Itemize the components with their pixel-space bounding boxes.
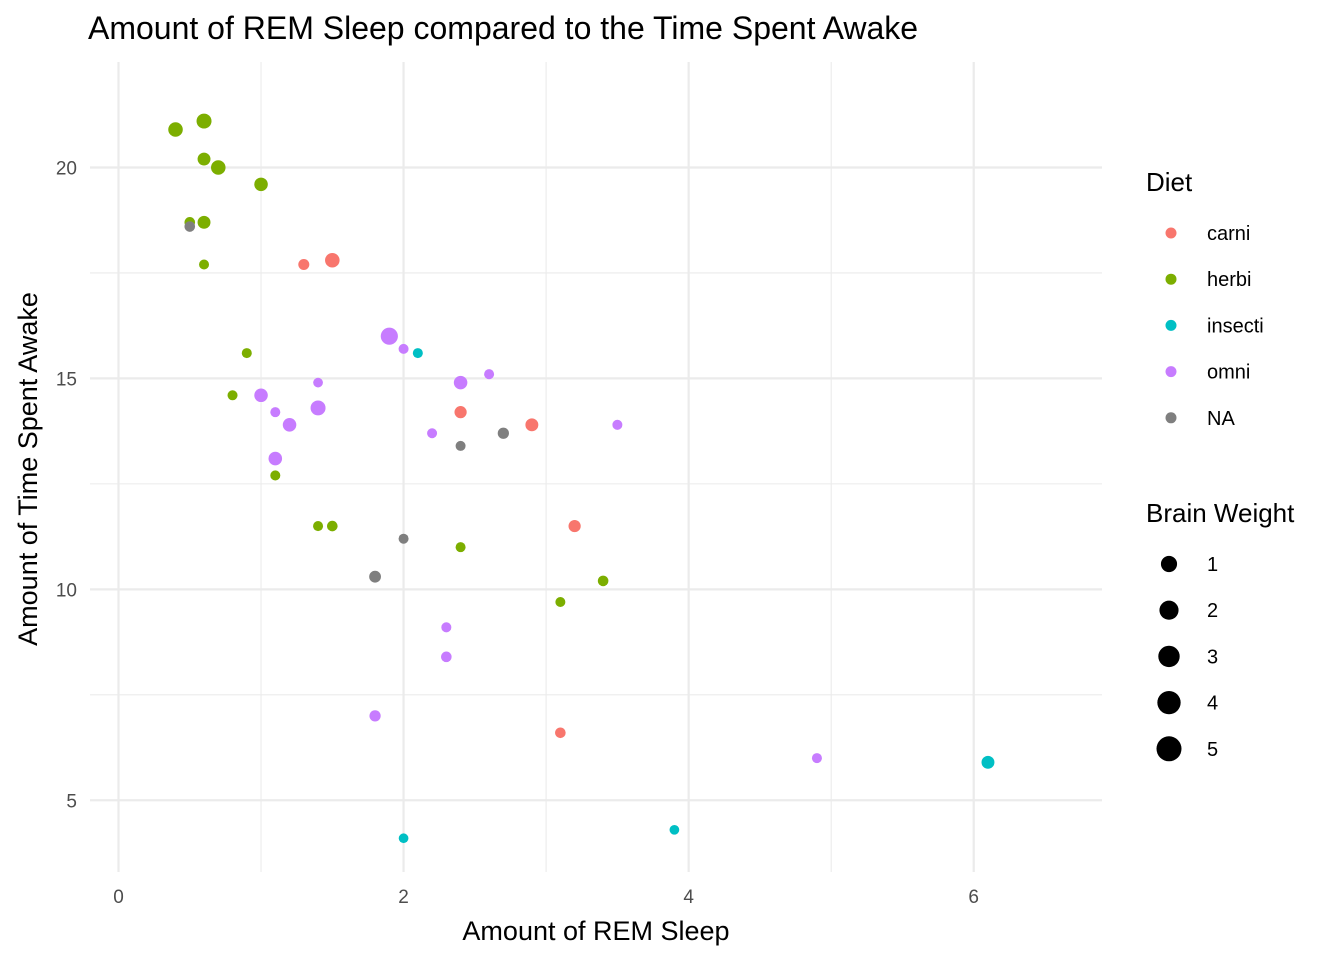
data-point: [268, 451, 283, 466]
data-point: [555, 727, 566, 739]
data-point: [981, 755, 995, 769]
data-point: [310, 400, 326, 416]
size-legend-key: [1156, 736, 1182, 762]
y-axis-ticks: 5 10 15 20: [56, 158, 77, 812]
size-legend-label: 2: [1207, 600, 1218, 622]
data-point: [455, 542, 466, 553]
size-legend-key: [1158, 645, 1180, 668]
data-points: [168, 113, 995, 844]
x-tick-label: 0: [113, 887, 124, 908]
data-point: [197, 152, 211, 166]
data-point: [441, 651, 452, 663]
data-point: [184, 221, 196, 232]
data-point: [398, 833, 409, 844]
color-legend-key: [1165, 273, 1177, 285]
data-point: [441, 622, 452, 633]
data-point: [313, 521, 324, 532]
x-axis-ticks: 0 2 4 6: [113, 887, 979, 908]
data-point: [455, 440, 466, 451]
legend: Diet carni herbi insecti omni NA Brain Weigh…: [1146, 167, 1295, 762]
size-legend-label: 5: [1207, 739, 1218, 761]
data-point: [669, 824, 680, 835]
color-legend-entries: carni herbi insecti omni NA: [1165, 223, 1264, 430]
data-point: [453, 375, 468, 390]
data-point: [197, 215, 211, 229]
data-point: [484, 369, 495, 380]
data-point: [380, 327, 398, 345]
size-legend-key: [1160, 555, 1178, 573]
y-tick-label: 15: [56, 369, 77, 390]
color-legend-key: [1165, 227, 1177, 239]
x-tick-label: 2: [398, 887, 409, 908]
color-legend-key: [1165, 319, 1177, 331]
data-point: [211, 160, 226, 175]
y-tick-label: 20: [56, 158, 77, 179]
data-point: [270, 407, 281, 418]
data-point: [612, 419, 623, 430]
x-tick-label: 6: [968, 887, 979, 908]
data-point: [369, 710, 381, 722]
y-axis-title: Amount of Time Spent Awake: [13, 292, 43, 646]
data-point: [254, 177, 268, 192]
data-point: [568, 519, 581, 533]
data-point: [270, 470, 281, 481]
data-point: [327, 520, 338, 532]
data-point: [227, 390, 238, 401]
data-point: [313, 377, 323, 388]
data-point: [168, 122, 183, 137]
grid: [90, 62, 1102, 872]
size-legend-key: [1159, 600, 1179, 620]
data-point: [325, 253, 340, 268]
data-point: [525, 418, 539, 432]
data-point: [427, 428, 438, 439]
data-point: [398, 533, 409, 544]
data-point: [196, 113, 212, 129]
data-point: [369, 570, 381, 583]
color-legend-label: insecti: [1207, 315, 1264, 337]
data-point: [254, 388, 268, 403]
color-legend-label: omni: [1207, 362, 1250, 384]
data-point: [811, 753, 822, 764]
data-point: [282, 418, 297, 432]
data-point: [497, 427, 509, 439]
data-point: [597, 575, 609, 587]
data-point: [454, 406, 467, 419]
data-point: [398, 343, 409, 354]
x-tick-label: 4: [683, 887, 694, 908]
color-legend-label: NA: [1207, 408, 1235, 430]
color-legend-label: carni: [1207, 223, 1250, 245]
data-point: [199, 259, 210, 270]
data-point: [555, 596, 566, 608]
y-tick-label: 5: [66, 791, 77, 812]
size-legend-label: 4: [1207, 693, 1218, 715]
data-point: [241, 348, 252, 359]
x-axis-title: Amount of REM Sleep: [462, 916, 729, 946]
chart-title: Amount of REM Sleep compared to the Time…: [88, 10, 918, 46]
size-legend-title: Brain Weight: [1146, 498, 1295, 528]
size-legend-label: 1: [1207, 554, 1218, 576]
size-legend-key: [1157, 690, 1181, 715]
size-legend-label: 3: [1207, 646, 1218, 668]
color-legend-key: [1165, 366, 1177, 378]
y-tick-label: 10: [56, 580, 77, 601]
color-legend-key: [1165, 412, 1177, 424]
size-legend-entries: 1 2 3 4 5: [1156, 554, 1218, 762]
color-legend-label: herbi: [1207, 269, 1251, 291]
color-legend-title: Diet: [1146, 167, 1193, 197]
data-point: [298, 258, 310, 271]
data-point: [412, 348, 423, 359]
